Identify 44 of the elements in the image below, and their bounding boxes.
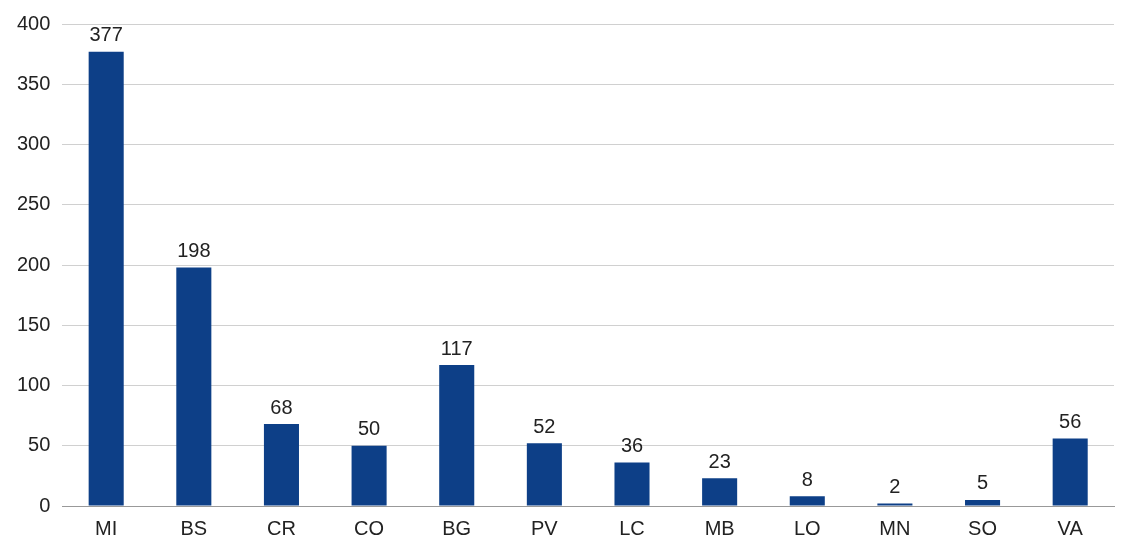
x-tick-label: LO xyxy=(793,516,821,539)
y-tick-label: 150 xyxy=(16,312,51,335)
x-tick-label: PV xyxy=(531,516,559,539)
data-label: 23 xyxy=(708,449,731,472)
y-tick-label: 200 xyxy=(16,252,51,275)
y-tick-label: 250 xyxy=(16,192,51,215)
y-tick-label: 350 xyxy=(16,71,51,94)
bar xyxy=(614,462,650,506)
bar xyxy=(439,365,475,506)
data-label: 5 xyxy=(976,471,989,494)
bar xyxy=(176,267,212,506)
x-tick-label: BS xyxy=(180,516,208,539)
bar xyxy=(526,443,562,506)
x-tick-label: BG xyxy=(442,516,472,539)
x-tick-label: SO xyxy=(968,516,997,539)
x-tick-label: MB xyxy=(704,516,735,539)
x-tick-label: VA xyxy=(1057,516,1084,539)
bar xyxy=(351,445,387,506)
data-label: 50 xyxy=(357,417,381,440)
data-label: 68 xyxy=(270,395,293,418)
bar xyxy=(263,424,299,506)
bar xyxy=(1052,438,1088,506)
data-label: 198 xyxy=(177,238,211,261)
y-tick-label: 100 xyxy=(16,373,51,396)
y-tick-label: 50 xyxy=(28,433,51,456)
data-label: 8 xyxy=(801,467,813,490)
data-label: 52 xyxy=(533,414,556,437)
data-label: 56 xyxy=(1059,410,1082,433)
bar xyxy=(702,478,738,506)
x-tick-label: CO xyxy=(354,516,385,539)
x-tick-label: CR xyxy=(267,516,296,539)
x-tick-label: LC xyxy=(619,516,645,539)
data-label: 36 xyxy=(620,434,644,457)
x-tick-label: MN xyxy=(879,516,911,539)
data-label: 2 xyxy=(889,475,901,498)
bar xyxy=(789,496,825,506)
bar xyxy=(965,499,1001,506)
x-tick-label: MI xyxy=(95,516,118,539)
data-label: 377 xyxy=(89,23,123,46)
y-tick-label: 0 xyxy=(39,493,51,516)
data-label: 117 xyxy=(440,336,473,359)
y-tick-label: 400 xyxy=(16,11,51,34)
bar xyxy=(88,51,124,506)
y-tick-label: 300 xyxy=(16,132,51,155)
